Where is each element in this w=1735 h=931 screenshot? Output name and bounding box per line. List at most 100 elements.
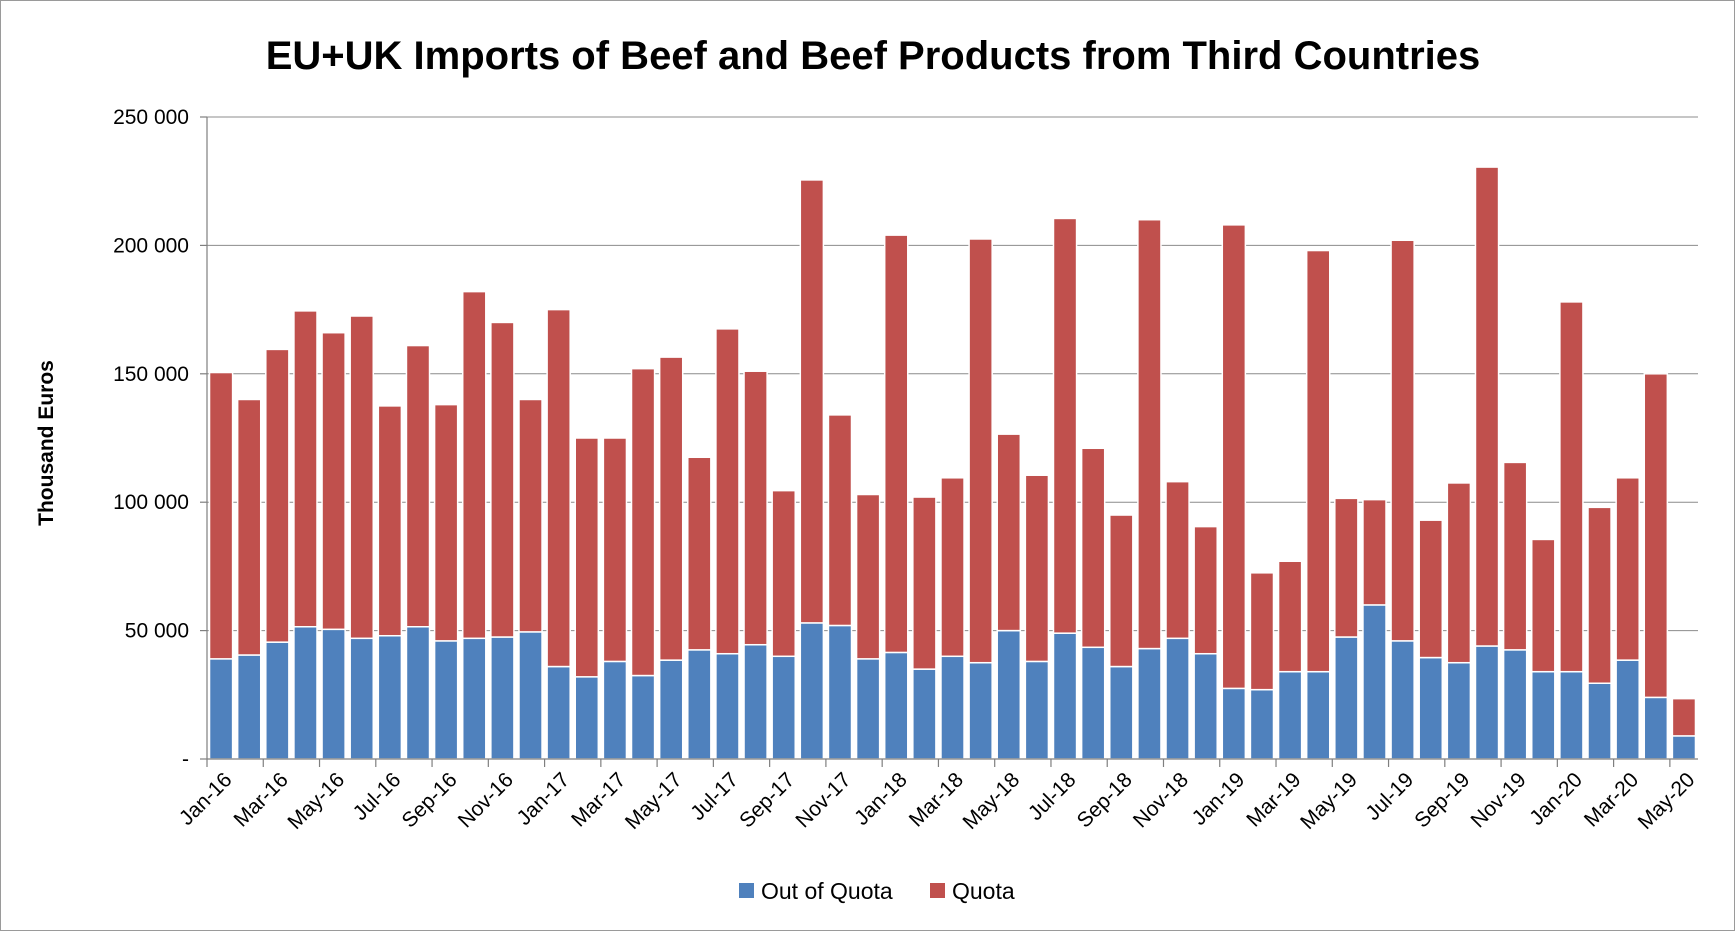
bar-quota	[405, 344, 431, 628]
bar-out-of-quota	[1277, 670, 1303, 760]
bar-quota	[602, 437, 628, 663]
legend: Out of Quota Quota	[739, 878, 1015, 904]
bar-out-of-quota	[518, 631, 543, 760]
x-tick-label: May-19	[1296, 768, 1362, 834]
bar-out-of-quota	[433, 640, 459, 760]
x-tick-label: Nov-17	[791, 768, 855, 832]
bar-out-of-quota	[321, 628, 346, 760]
bar-quota	[996, 433, 1022, 632]
axes	[206, 117, 1698, 767]
bar-out-of-quota	[940, 655, 965, 760]
y-tick-label: -	[182, 748, 189, 771]
bar-out-of-quota	[1418, 656, 1444, 760]
x-tick-label: Jan-19	[1188, 768, 1250, 830]
bar-quota	[1024, 474, 1050, 663]
bar-quota	[1502, 461, 1528, 651]
bar-quota	[490, 321, 515, 638]
x-tick-label: Jan-18	[850, 768, 912, 830]
bar-quota	[743, 370, 768, 646]
bar-out-of-quota	[1474, 645, 1500, 760]
bar-quota	[265, 348, 290, 643]
x-tick-label: Nov-19	[1467, 768, 1531, 832]
bar-quota	[461, 290, 487, 640]
bar-out-of-quota	[1080, 646, 1106, 760]
bar-quota	[912, 496, 937, 670]
bar-out-of-quota	[1362, 604, 1387, 760]
bar-out-of-quota	[827, 624, 853, 760]
x-tick-label: Sep-16	[398, 768, 462, 832]
bar-quota	[574, 437, 600, 678]
bar-out-of-quota	[265, 641, 290, 760]
bar-quota	[1080, 447, 1106, 649]
x-tick-label: May-16	[283, 768, 349, 834]
legend-label-out-of-quota: Out of Quota	[761, 878, 893, 904]
bar-out-of-quota	[1615, 659, 1640, 760]
bar-out-of-quota	[771, 655, 796, 760]
bar-quota	[1193, 525, 1218, 655]
legend-swatch-quota	[930, 883, 945, 898]
bar-quota	[1305, 249, 1331, 673]
bar-quota	[1643, 373, 1669, 699]
bar-out-of-quota	[799, 622, 825, 760]
bar-out-of-quota	[349, 637, 375, 760]
bar-out-of-quota	[405, 626, 431, 760]
x-tick-label: Nov-16	[454, 768, 518, 832]
bars	[208, 166, 1697, 760]
bar-out-of-quota	[883, 651, 909, 760]
y-tick-label: 150 000	[113, 363, 189, 386]
bar-quota	[208, 371, 234, 660]
bar-out-of-quota	[1334, 636, 1359, 760]
y-tick-label: 200 000	[113, 234, 189, 257]
bar-quota	[377, 405, 403, 637]
bar-out-of-quota	[1249, 688, 1275, 760]
bar-out-of-quota	[1137, 647, 1162, 760]
bar-out-of-quota	[1446, 661, 1472, 760]
bar-out-of-quota	[1165, 637, 1190, 760]
bar-out-of-quota	[968, 661, 993, 760]
bar-out-of-quota	[715, 652, 740, 760]
x-tick-label: Mar-18	[905, 768, 968, 831]
bar-out-of-quota	[208, 658, 234, 760]
bar-out-of-quota	[1109, 665, 1134, 760]
bar-out-of-quota	[1390, 640, 1415, 760]
x-tick-label: Mar-17	[567, 768, 630, 831]
bar-out-of-quota	[546, 665, 571, 760]
bar-quota	[1615, 477, 1640, 661]
bar-quota	[236, 398, 262, 656]
bar-quota	[687, 456, 712, 651]
y-tick-label: 250 000	[113, 106, 189, 129]
bar-quota	[1418, 519, 1444, 659]
bar-out-of-quota	[1193, 652, 1218, 760]
bar-quota	[1165, 480, 1190, 640]
x-tick-label: Sep-18	[1073, 768, 1137, 832]
y-tick-label: 50 000	[125, 620, 189, 643]
chart-title: EU+UK Imports of Beef and Beef Products …	[266, 34, 1481, 78]
bar-quota	[1587, 506, 1612, 684]
bar-out-of-quota	[1643, 696, 1669, 760]
bar-out-of-quota	[1671, 735, 1697, 760]
bar-out-of-quota	[574, 676, 600, 760]
bar-quota	[883, 234, 909, 654]
bar-out-of-quota	[236, 654, 262, 760]
x-tick-label: Nov-18	[1129, 768, 1193, 832]
bar-out-of-quota	[743, 643, 768, 760]
x-tick-label: Jan-16	[175, 768, 237, 830]
bar-out-of-quota	[630, 674, 656, 760]
y-tick-label: 100 000	[113, 491, 189, 514]
x-tick-label: Mar-16	[230, 768, 293, 831]
bar-quota	[1390, 239, 1415, 642]
bar-quota	[1530, 538, 1556, 673]
bar-quota	[518, 398, 543, 633]
x-tick-label: May-17	[621, 768, 687, 834]
bar-out-of-quota	[1221, 687, 1247, 760]
bar-quota	[715, 328, 740, 655]
bar-out-of-quota	[490, 636, 515, 760]
bar-quota	[968, 238, 993, 664]
x-tick-label: Mar-20	[1580, 768, 1643, 831]
bar-quota	[1137, 218, 1162, 650]
bar-quota	[1249, 572, 1275, 691]
bar-out-of-quota	[1024, 660, 1050, 760]
y-tick-labels: - 50 000 100 000 150 000 200 000 250 000	[113, 106, 189, 771]
bar-out-of-quota	[912, 668, 937, 760]
